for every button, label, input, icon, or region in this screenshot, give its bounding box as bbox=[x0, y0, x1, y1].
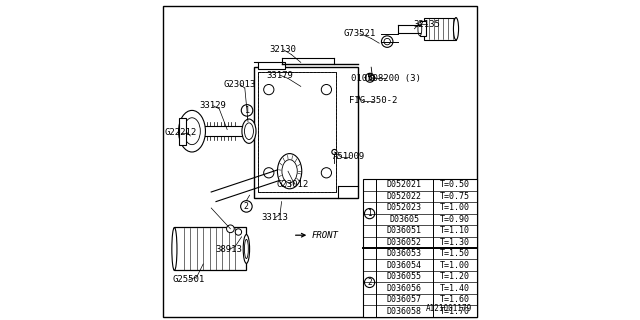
Ellipse shape bbox=[282, 160, 298, 183]
Text: G25501: G25501 bbox=[173, 276, 205, 284]
Text: B: B bbox=[367, 73, 372, 82]
Text: 32135: 32135 bbox=[414, 20, 440, 28]
Ellipse shape bbox=[332, 149, 337, 155]
Ellipse shape bbox=[453, 18, 458, 40]
Ellipse shape bbox=[172, 228, 177, 270]
Text: D036052: D036052 bbox=[387, 238, 422, 247]
Text: 33113: 33113 bbox=[262, 213, 289, 222]
Text: A121001179: A121001179 bbox=[426, 304, 472, 313]
Text: T=1.00: T=1.00 bbox=[440, 261, 470, 270]
Text: T=1.00: T=1.00 bbox=[440, 204, 470, 212]
Ellipse shape bbox=[184, 118, 200, 145]
Ellipse shape bbox=[264, 84, 274, 95]
Text: T=1.10: T=1.10 bbox=[440, 226, 470, 235]
Text: G23013: G23013 bbox=[224, 80, 256, 89]
Ellipse shape bbox=[227, 225, 234, 233]
Text: D052022: D052022 bbox=[387, 192, 422, 201]
Text: D036053: D036053 bbox=[387, 249, 422, 258]
Text: 38913: 38913 bbox=[216, 245, 242, 254]
Text: T=1.20: T=1.20 bbox=[440, 272, 470, 281]
Text: A51009: A51009 bbox=[333, 152, 365, 161]
Text: D036057: D036057 bbox=[387, 295, 422, 304]
Text: D036058: D036058 bbox=[387, 307, 422, 316]
Text: T=0.90: T=0.90 bbox=[440, 215, 470, 224]
Bar bbox=[174, 227, 246, 270]
Ellipse shape bbox=[244, 239, 248, 259]
Text: T=1.60: T=1.60 bbox=[440, 295, 470, 304]
Text: 33179: 33179 bbox=[267, 71, 293, 80]
Ellipse shape bbox=[384, 38, 390, 45]
Ellipse shape bbox=[321, 84, 332, 95]
Text: T=1.50: T=1.50 bbox=[440, 249, 470, 258]
Text: D036054: D036054 bbox=[387, 261, 422, 270]
Text: 1: 1 bbox=[367, 209, 372, 218]
Bar bbox=[254, 67, 358, 198]
Bar bbox=[258, 72, 336, 192]
Text: D036056: D036056 bbox=[387, 284, 422, 292]
Text: G73521: G73521 bbox=[344, 29, 376, 38]
Ellipse shape bbox=[370, 75, 375, 80]
Bar bbox=[364, 179, 477, 317]
Text: D036055: D036055 bbox=[387, 272, 422, 281]
Ellipse shape bbox=[244, 123, 253, 140]
Bar bbox=[258, 62, 285, 69]
Text: D052021: D052021 bbox=[387, 180, 422, 189]
Ellipse shape bbox=[277, 88, 335, 178]
Ellipse shape bbox=[264, 168, 274, 178]
Text: T=1.70: T=1.70 bbox=[440, 307, 470, 316]
Ellipse shape bbox=[242, 119, 256, 143]
Text: FIG.350-2: FIG.350-2 bbox=[349, 96, 397, 105]
Text: FRONT: FRONT bbox=[296, 231, 339, 240]
Text: T=0.75: T=0.75 bbox=[440, 192, 470, 201]
Text: G23012: G23012 bbox=[276, 180, 309, 188]
Text: 2: 2 bbox=[367, 278, 372, 287]
Text: D036051: D036051 bbox=[387, 226, 422, 235]
Bar bbox=[420, 21, 426, 36]
Ellipse shape bbox=[355, 95, 360, 100]
Ellipse shape bbox=[321, 168, 332, 178]
Text: 2: 2 bbox=[244, 202, 249, 211]
Ellipse shape bbox=[381, 36, 393, 47]
Text: 33129: 33129 bbox=[200, 101, 226, 110]
Text: G22212: G22212 bbox=[164, 128, 197, 137]
Ellipse shape bbox=[285, 99, 326, 166]
Ellipse shape bbox=[243, 235, 250, 263]
Ellipse shape bbox=[179, 110, 205, 152]
Bar bbox=[424, 18, 456, 40]
Ellipse shape bbox=[236, 229, 242, 235]
Text: T=1.40: T=1.40 bbox=[440, 284, 470, 292]
Text: D03605: D03605 bbox=[390, 215, 419, 224]
Text: T=1.30: T=1.30 bbox=[440, 238, 470, 247]
Ellipse shape bbox=[278, 154, 302, 189]
Text: T=0.50: T=0.50 bbox=[440, 180, 470, 189]
Ellipse shape bbox=[418, 22, 422, 36]
Bar bbox=[179, 118, 186, 145]
Text: 32130: 32130 bbox=[270, 45, 296, 54]
Text: 010508200 (3): 010508200 (3) bbox=[351, 74, 420, 83]
Text: 1: 1 bbox=[244, 106, 250, 115]
Text: D052023: D052023 bbox=[387, 204, 422, 212]
